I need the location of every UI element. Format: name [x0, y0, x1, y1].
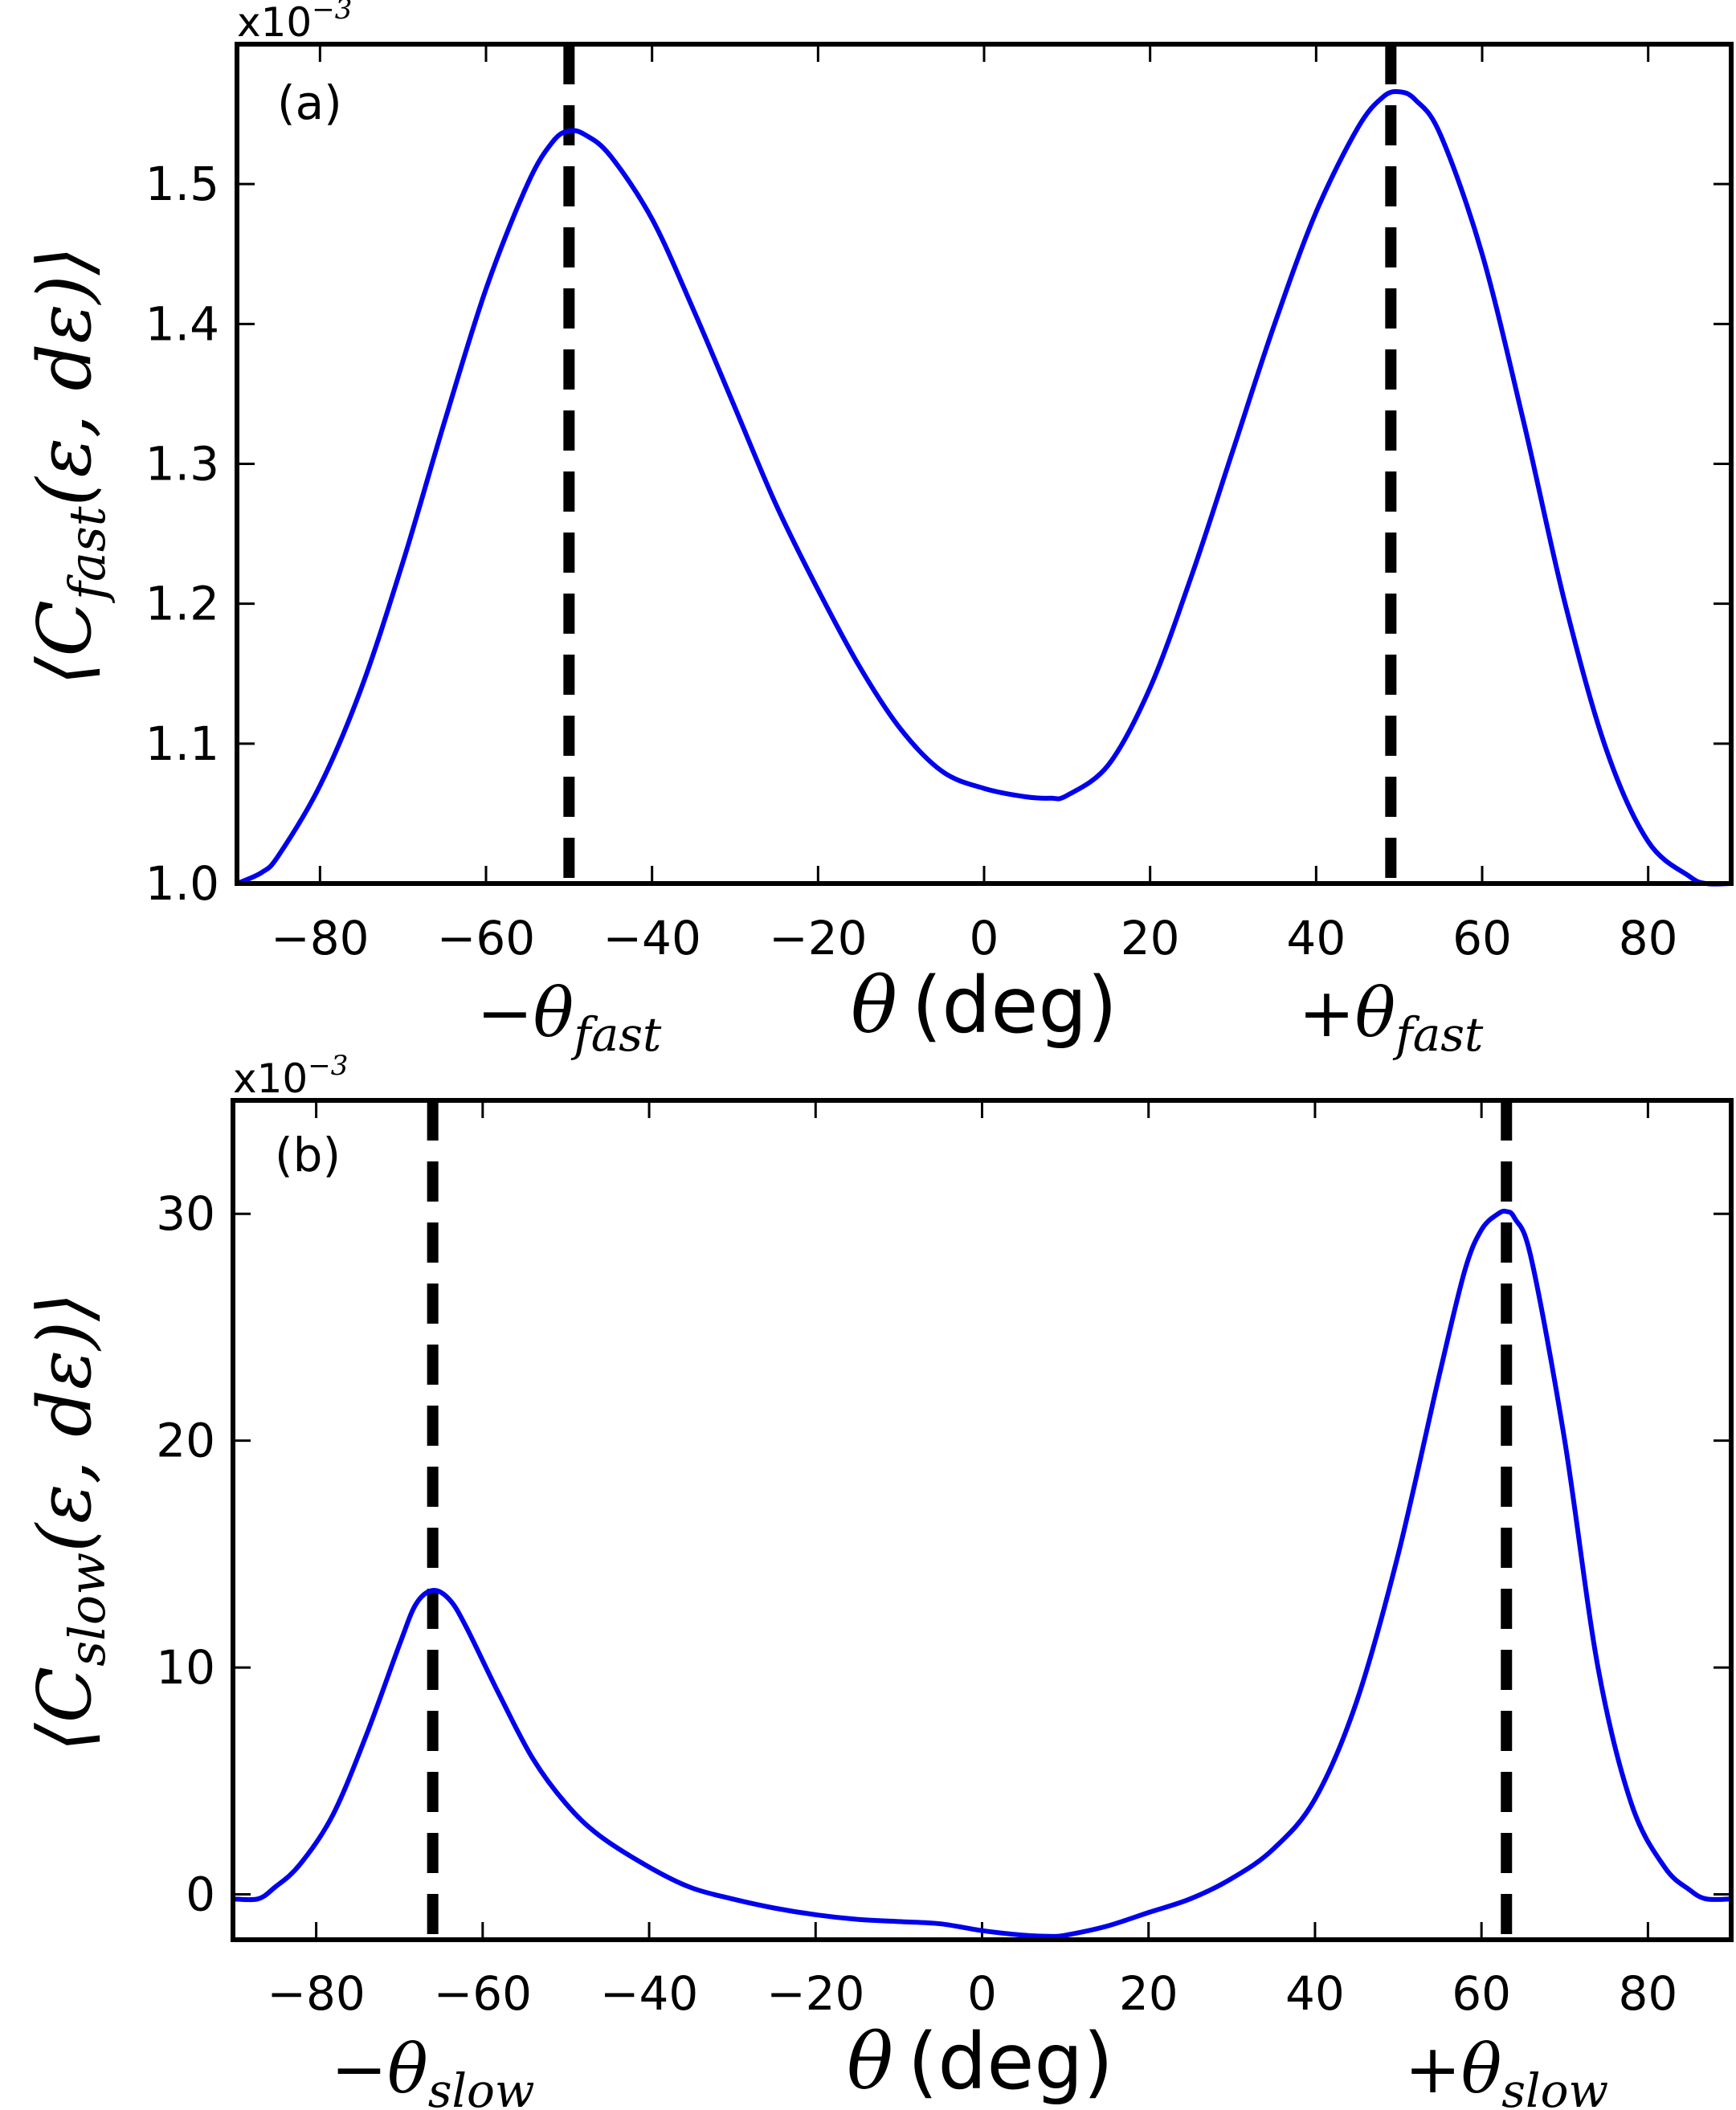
- y-axis-label-a: ⟨Cfast(ε, dε)⟩: [22, 247, 116, 686]
- vline-label-sub: slow: [1501, 2063, 1608, 2110]
- data-line-a: [235, 88, 1732, 887]
- y-tick-label-b: 10: [156, 1640, 215, 1695]
- vline-label-b-1: +θslow: [1404, 2030, 1608, 2110]
- multiplier-exp-a: −3: [312, 0, 352, 26]
- panel-label-a: (a): [277, 76, 342, 130]
- series-b: [232, 1208, 1732, 1939]
- x-tick-label-b: 40: [1285, 1966, 1345, 2021]
- y-axis-label-b-sub: slow: [58, 1553, 116, 1667]
- vline-label-sub: slow: [428, 2063, 535, 2110]
- y-tick-label-a: 1.4: [145, 296, 219, 351]
- vline-label-symbol: θ: [533, 973, 574, 1052]
- x-tick-label-a: 20: [1121, 911, 1180, 965]
- vline-label-sub: fast: [1392, 1007, 1484, 1062]
- y-tick-label-b: 30: [156, 1186, 215, 1241]
- x-tick-label-a: −60: [437, 911, 535, 965]
- y-tick-label-a: 1.1: [145, 716, 219, 771]
- plot-area-b: [233, 1100, 1731, 1940]
- y-axis-label-b: ⟨Cslow(ε, dε)⟩: [22, 1292, 116, 1752]
- x-tick-label-a: 0: [970, 911, 999, 965]
- x-axis-symbol-a: θ: [851, 961, 897, 1051]
- y-axis-label-b-args: (ε, dε)⟩: [22, 1292, 108, 1553]
- x-tick-label-b: 20: [1119, 1966, 1178, 2021]
- panel-a: −80 −60 −40 −20 0 20 40 60 80 1.0 1.1 1.2 1.3 1.4 1.5…: [22, 0, 1734, 1062]
- y-tick-label-a: 1.5: [145, 157, 219, 211]
- vline-label-sign: −: [476, 973, 533, 1052]
- vline-label-sub: fast: [570, 1007, 662, 1062]
- x-tick-label-b: −60: [434, 1966, 532, 2021]
- vline-label-a-0: −θfast: [476, 973, 662, 1062]
- x-tick-labels-a: −80 −60 −40 −20 0 20 40 60 80: [271, 911, 1677, 965]
- plot-area-a: [237, 44, 1731, 884]
- series-a: [235, 88, 1732, 887]
- vline-label-symbol: θ: [387, 2030, 428, 2108]
- x-tick-label-a: 60: [1452, 911, 1512, 965]
- multiplier-base-b: x10: [233, 1055, 308, 1102]
- multiplier-a: x10−3: [237, 0, 352, 46]
- ticks-b: [233, 1100, 1731, 1940]
- x-tick-label-b: −80: [267, 1966, 365, 2021]
- vlines-a: [563, 44, 1397, 884]
- y-axis-label-a-sub: fast: [58, 506, 116, 603]
- y-tick-label-a: 1.2: [145, 577, 219, 631]
- x-tick-label-b: −40: [600, 1966, 698, 2021]
- vlines-b: [427, 1100, 1513, 1940]
- x-tick-label-a: −20: [769, 911, 867, 965]
- vline-label-b-0: −θslow: [331, 2030, 535, 2110]
- x-tick-label-a: 40: [1286, 911, 1346, 965]
- x-tick-label-b: 0: [967, 1966, 997, 2021]
- multiplier-b: x10−3: [233, 1050, 348, 1102]
- plot-frame-b: [231, 1098, 1734, 1942]
- vline-label-symbol: θ: [1355, 973, 1396, 1052]
- plot-frame-a: [235, 42, 1734, 886]
- x-tick-label-b: 60: [1452, 1966, 1511, 2021]
- y-axis-label-a-main: ⟨C: [22, 600, 108, 685]
- y-axis-label-b-main: ⟨C: [22, 1667, 108, 1752]
- y-tick-labels-b: 0 10 20 30: [156, 1186, 215, 1921]
- y-tick-label-b: 20: [156, 1414, 215, 1468]
- multiplier-exp-b: −3: [308, 1050, 348, 1082]
- y-tick-label-a: 1.3: [145, 437, 219, 492]
- y-tick-labels-a: 1.0 1.1 1.2 1.3 1.4 1.5: [145, 157, 219, 911]
- x-axis-label-b: θ (deg): [847, 2017, 1113, 2107]
- vline-label-sign: +: [1404, 2030, 1460, 2108]
- x-tick-labels-b: −80 −60 −40 −20 0 20 40 60 80: [267, 1966, 1677, 2021]
- multiplier-base-a: x10: [237, 0, 312, 46]
- vline-labels-a: −θfast +θfast: [476, 973, 1484, 1062]
- x-tick-label-b: −20: [766, 1966, 864, 2021]
- x-tick-label-a: −40: [602, 911, 701, 965]
- data-line-b: [232, 1208, 1732, 1939]
- x-axis-symbol-b: θ: [847, 2017, 893, 2107]
- x-tick-label-b: 80: [1618, 1966, 1677, 2021]
- x-axis-label-a: θ (deg): [851, 961, 1117, 1051]
- x-tick-label-a: 80: [1619, 911, 1678, 965]
- vline-label-a-1: +θfast: [1298, 973, 1484, 1062]
- ticks-a: [237, 44, 1731, 885]
- y-tick-label-a: 1.0: [145, 856, 219, 911]
- y-tick-label-b: 0: [186, 1867, 215, 1922]
- vline-label-symbol: θ: [1461, 2030, 1502, 2108]
- x-axis-unit-b: (deg): [908, 2017, 1113, 2107]
- vline-labels-b: −θslow +θslow: [331, 2030, 1608, 2110]
- y-axis-label-a-args: (ε, dε)⟩: [22, 247, 108, 507]
- vline-label-sign: +: [1298, 973, 1354, 1052]
- x-tick-label-a: −80: [271, 911, 369, 965]
- panel-label-b: (b): [275, 1128, 341, 1182]
- x-axis-unit-a: (deg): [912, 961, 1117, 1051]
- vline-label-sign: −: [331, 2030, 387, 2108]
